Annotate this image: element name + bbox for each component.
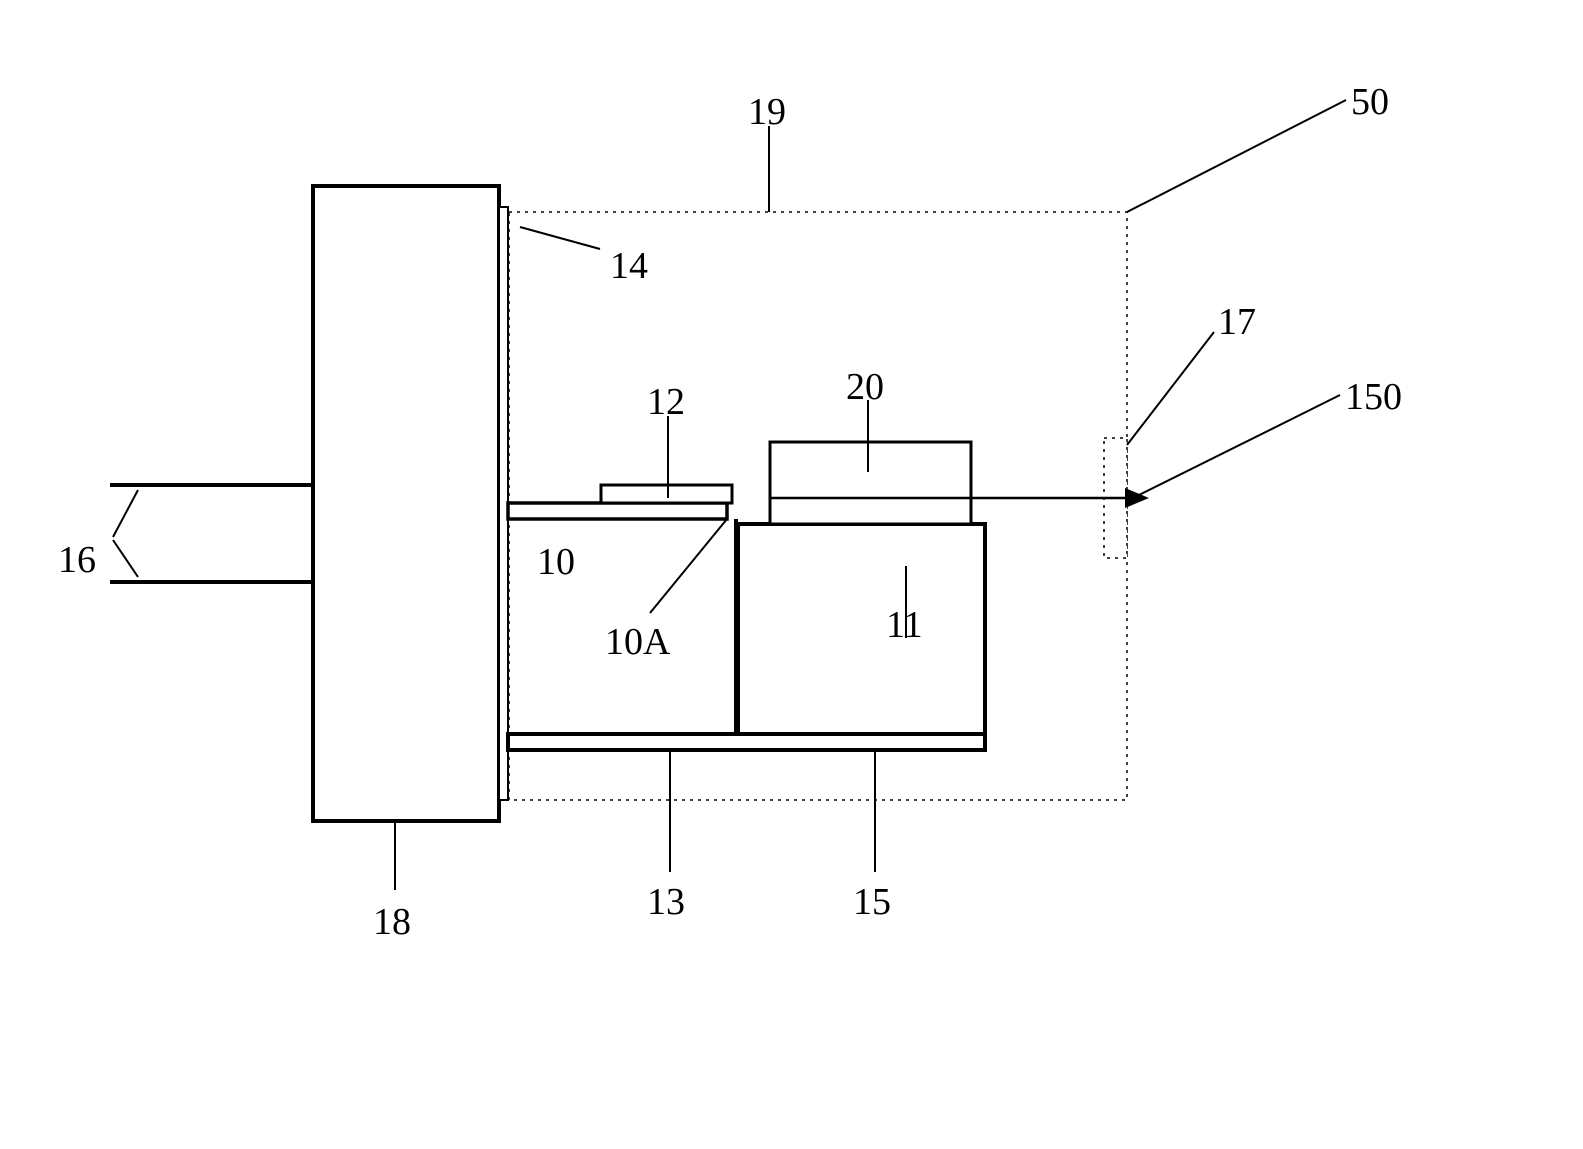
label-50: 50 [1351, 80, 1389, 124]
label-10a: 10A [605, 620, 670, 664]
base-15 [508, 734, 985, 750]
label-12: 12 [647, 380, 685, 424]
label-15: 15 [853, 880, 891, 924]
diagram-canvas: 10 10A 11 12 13 14 15 16 17 18 19 20 50 … [0, 0, 1583, 1149]
label-20: 20 [846, 365, 884, 409]
box-12 [601, 485, 732, 503]
leader-10a [650, 519, 727, 613]
label-18: 18 [373, 900, 411, 944]
leader-16-bot [113, 540, 138, 577]
box-20 [770, 442, 971, 524]
label-16: 16 [58, 538, 96, 582]
leader-50 [1127, 100, 1346, 212]
label-19: 19 [748, 90, 786, 134]
label-14: 14 [610, 244, 648, 288]
leader-14 [520, 227, 600, 249]
leader-17 [1127, 332, 1214, 445]
block-18 [313, 186, 499, 821]
label-11: 11 [886, 603, 923, 647]
diagram-svg [0, 0, 1583, 1149]
label-13: 13 [647, 880, 685, 924]
label-17: 17 [1218, 300, 1256, 344]
submount-10 [508, 503, 727, 519]
leader-16-top [113, 490, 138, 537]
leader-150 [1133, 395, 1340, 498]
label-10: 10 [537, 540, 575, 584]
label-150: 150 [1345, 375, 1402, 419]
box-11 [738, 524, 985, 734]
